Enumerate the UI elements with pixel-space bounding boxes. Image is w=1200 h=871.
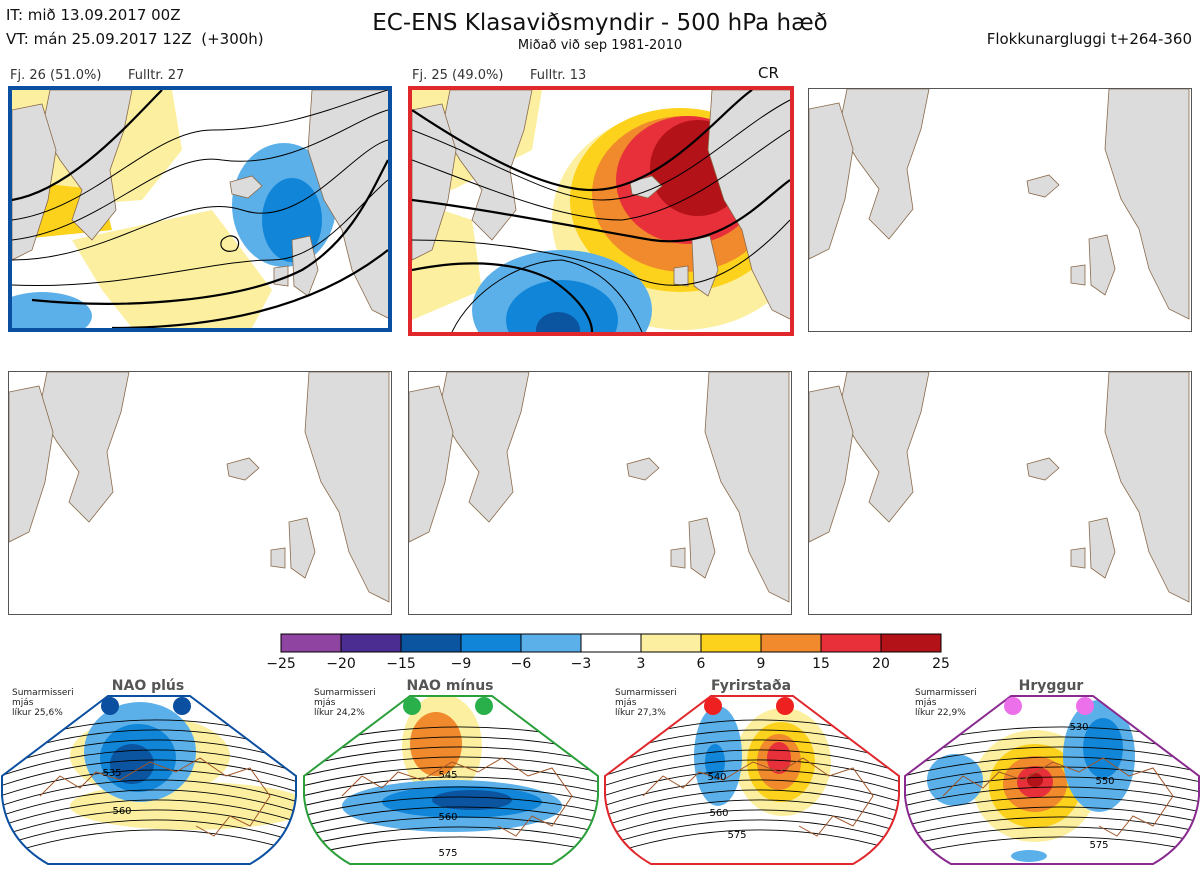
regime-info: Sumarmisseri mjás líkur 22,9% [915, 688, 977, 718]
regime-marker [475, 697, 493, 715]
cluster-2-tag: CR [758, 64, 779, 82]
contour-label: 575 [438, 848, 457, 859]
classification-window: Flokkunargluggi t+264-360 [986, 30, 1192, 48]
contour-label: 575 [1089, 840, 1108, 851]
regime-marker [403, 697, 421, 715]
colorbar-segment [880, 633, 942, 653]
regime-marker [173, 697, 191, 715]
regime-info: Sumarmisseri mjás líkur 27,3% [615, 688, 677, 718]
cluster-1-representative: Fulltr. 27 [128, 68, 185, 83]
colorbar-tick-label: 6 [696, 656, 706, 672]
colorbar-segment [460, 633, 522, 653]
regime-name: Hryggur [1018, 678, 1084, 694]
contour-label: 530 [1069, 722, 1088, 733]
colorbar-tick-label: 15 [812, 656, 830, 672]
colorbar-segment [760, 633, 822, 653]
colorbar [280, 633, 942, 653]
empty-map-1 [808, 88, 1192, 332]
contour-label: 550 [1095, 776, 1114, 787]
empty-map-4 [808, 371, 1192, 615]
regime-marker [1076, 697, 1094, 715]
regime-marker [704, 697, 722, 715]
contour-label: 575 [727, 830, 746, 841]
colorbar-segment [820, 633, 882, 653]
colorbar-segment [280, 633, 342, 653]
colorbar-tick-label: 3 [636, 656, 646, 672]
colorbar-segment [400, 633, 462, 653]
colorbar-segment [640, 633, 702, 653]
contour-label: 535 [102, 768, 121, 779]
empty-map-3 [408, 371, 792, 615]
colorbar-tick-label: −15 [386, 656, 416, 672]
empty-map-2 [8, 371, 392, 615]
colorbar-segment [580, 633, 642, 653]
regime-map: 545 560 575 [303, 695, 599, 865]
colorbar-tick-label: −6 [510, 656, 532, 672]
colorbar-tick-label: −20 [326, 656, 356, 672]
regime-marker [776, 697, 794, 715]
colorbar-tick-label: −9 [450, 656, 472, 672]
regime-info: Sumarmisseri mjás líkur 24,2% [314, 688, 376, 718]
colorbar-tick-label: 25 [932, 656, 950, 672]
colorbar-tick-label: −3 [570, 656, 592, 672]
init-time: IT: mið 13.09.2017 00Z [6, 6, 181, 24]
cluster-2-members: Fj. 25 (49.0%) [412, 68, 504, 83]
cluster-1-map [8, 86, 392, 332]
cluster-1-members: Fj. 26 (51.0%) [10, 68, 102, 83]
regime-map: 535 560 [0, 695, 297, 865]
colorbar-segment [340, 633, 402, 653]
regime-info: Sumarmisseri mjás líkur 25,6% [12, 688, 74, 718]
contour-label: 560 [112, 806, 131, 817]
regime-name: NAO plús [111, 678, 185, 694]
colorbar-tick-label: 9 [756, 656, 766, 672]
cluster-2-representative: Fulltr. 13 [530, 68, 587, 83]
cluster-2-map [408, 86, 794, 336]
contour-label: 545 [438, 770, 457, 781]
colorbar-tick-label: 20 [872, 656, 890, 672]
contour-label: 560 [709, 808, 728, 819]
regime-map: 540 560 575 [604, 695, 900, 865]
page-title: EC-ENS Klasaviðsmyndir - 500 hPa hæð [372, 10, 828, 36]
regime-name: Fyrirstaða [710, 678, 792, 694]
contour-label: 540 [707, 772, 726, 783]
colorbar-tick-label: −25 [266, 656, 296, 672]
colorbar-segment [700, 633, 762, 653]
regime-marker [1004, 697, 1022, 715]
climatology-subtitle: Miðað við sep 1981-2010 [517, 38, 683, 53]
regime-name: NAO mínus [406, 678, 494, 694]
valid-time: VT: mán 25.09.2017 12Z (+300h) [6, 30, 264, 48]
colorbar-segment [520, 633, 582, 653]
regime-map: 530 550 575 [904, 695, 1200, 865]
regime-marker [101, 697, 119, 715]
contour-label: 560 [438, 812, 457, 823]
